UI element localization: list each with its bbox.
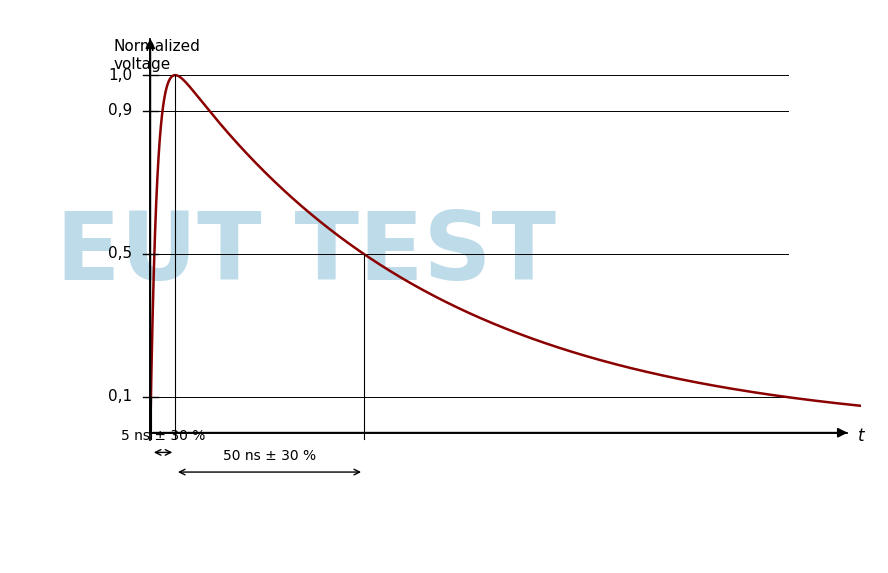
Text: EUT TEST: EUT TEST bbox=[56, 208, 556, 300]
Text: Normalized
voltage: Normalized voltage bbox=[114, 40, 201, 72]
Text: 0,9: 0,9 bbox=[107, 103, 132, 119]
Text: 5 ns ± 30 %: 5 ns ± 30 % bbox=[121, 429, 205, 444]
Text: 0,5: 0,5 bbox=[108, 246, 132, 261]
Text: 0,1: 0,1 bbox=[108, 390, 132, 405]
Text: 50 ns ± 30 %: 50 ns ± 30 % bbox=[223, 449, 316, 463]
Text: 1,0: 1,0 bbox=[108, 68, 132, 83]
Text: t: t bbox=[858, 427, 864, 445]
